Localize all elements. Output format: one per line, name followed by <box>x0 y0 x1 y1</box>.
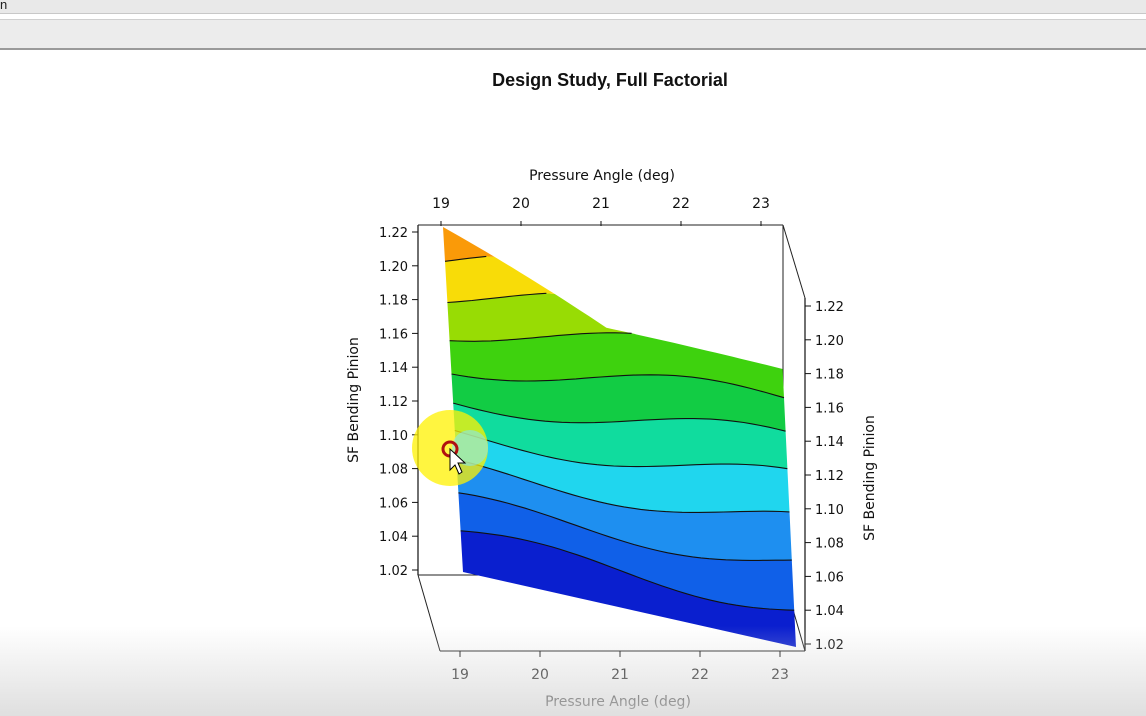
top-x-tick-label-22: 22 <box>672 196 690 212</box>
contour-surface <box>443 227 796 647</box>
contour-line-5 <box>453 402 786 432</box>
contour-band-1 <box>458 492 795 611</box>
left-y-tick-label-1.04: 1.04 <box>379 530 408 545</box>
right-y-tick-label-1.18: 1.18 <box>815 368 844 383</box>
right-y-tick-label-1.04: 1.04 <box>815 604 844 619</box>
left-y-tick-label-1.14: 1.14 <box>379 361 408 376</box>
left-y-tick-label-1.08: 1.08 <box>379 463 408 478</box>
toolbar <box>0 19 1146 50</box>
contour-line-4 <box>454 429 788 470</box>
menu-bar: n <box>0 0 1146 14</box>
contour-band-8 <box>445 256 783 369</box>
bottom-x-tick-label-22: 22 <box>691 667 709 683</box>
menu-fragment[interactable]: n <box>0 0 8 12</box>
left-y-tick-label-1.02: 1.02 <box>379 564 408 579</box>
top-x-axis-label: Pressure Angle (deg) <box>529 168 675 184</box>
left-y-tick-label-1.16: 1.16 <box>379 327 408 342</box>
right-y-tick-label-1.02: 1.02 <box>815 638 844 653</box>
cursor-highlight-inner <box>452 430 488 466</box>
contour-band-6 <box>449 332 784 398</box>
left-y-tick-label-1.22: 1.22 <box>379 226 408 241</box>
chart-title: Design Study, Full Factorial <box>492 70 728 90</box>
right-y-tick-label-1.08: 1.08 <box>815 537 844 552</box>
right-y-tick-label-1.22: 1.22 <box>815 300 844 315</box>
axes: 19 20 21 22 23 Pressure Angle (deg) 19 20 21 22 23… <box>346 168 878 710</box>
right-y-tick-label-1.12: 1.12 <box>815 469 844 484</box>
right-y-tick-label-1.06: 1.06 <box>815 570 844 585</box>
bottom-x-tick-label-23: 23 <box>771 667 789 683</box>
right-y-tick-label-1.20: 1.20 <box>815 334 844 349</box>
right-y-tick-label-1.14: 1.14 <box>815 435 844 450</box>
contour-line-3 <box>456 459 790 513</box>
bottom-x-tick-label-20: 20 <box>531 667 549 683</box>
box-edge-back-right <box>782 224 806 299</box>
mouse-pointer-icon <box>449 447 467 475</box>
top-x-tick-label-19: 19 <box>432 196 450 212</box>
right-y-axis-label: SF Bending Pinion <box>862 415 878 541</box>
contour-line-9 <box>444 255 487 262</box>
right-y-tick-label-1.16: 1.16 <box>815 401 844 416</box>
contour-line-1 <box>460 530 795 611</box>
bottom-x-tick-label-19: 19 <box>451 667 469 683</box>
box-edge-front-left <box>417 574 441 652</box>
left-y-tick-label-1.06: 1.06 <box>379 496 408 511</box>
left-y-tick-label-1.10: 1.10 <box>379 429 408 444</box>
contour-band-5 <box>451 374 786 432</box>
contour-line-7 <box>449 332 632 342</box>
bottom-x-tick-label-21: 21 <box>611 667 629 683</box>
left-y-tick-label-1.20: 1.20 <box>379 260 408 275</box>
cursor-highlight <box>412 410 488 486</box>
bottom-x-axis-label: Pressure Angle (deg) <box>545 694 691 710</box>
contour-band-7 <box>447 293 783 369</box>
left-y-tick-label-1.18: 1.18 <box>379 294 408 309</box>
contour-line-6 <box>451 373 785 399</box>
contour-line-2 <box>458 492 792 561</box>
right-y-tick-label-1.10: 1.10 <box>815 503 844 518</box>
contour-band-0 <box>460 530 796 647</box>
top-x-tick-label-23: 23 <box>752 196 770 212</box>
top-x-tick-label-20: 20 <box>512 196 530 212</box>
left-y-axis-label: SF Bending Pinion <box>346 337 362 463</box>
top-x-tick-label-21: 21 <box>592 196 610 212</box>
contour-band-3 <box>454 430 790 513</box>
contour-band-4 <box>453 403 788 469</box>
left-y-tick-label-1.12: 1.12 <box>379 395 408 410</box>
contour-line-8 <box>447 292 547 304</box>
